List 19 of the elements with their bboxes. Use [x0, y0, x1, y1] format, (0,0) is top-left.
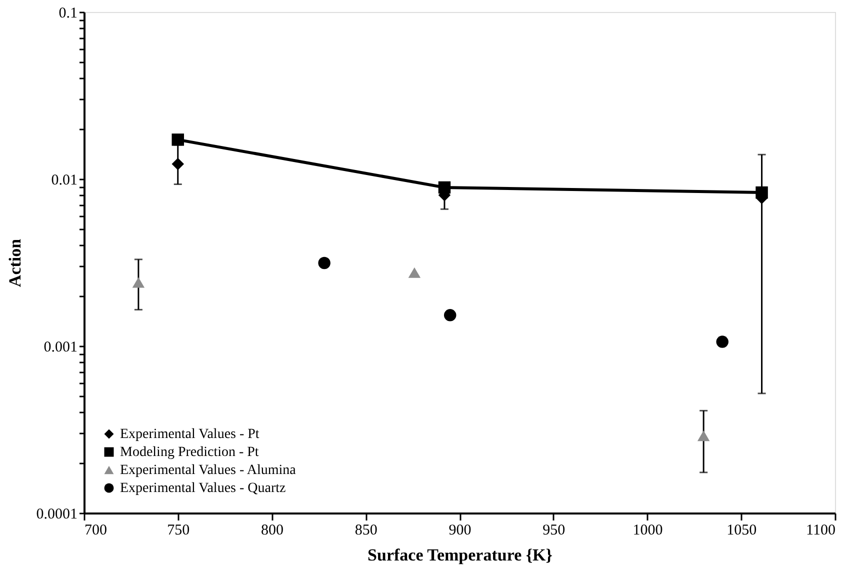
y-tick-label: 0.001: [44, 340, 78, 356]
y-tick-label: 0.01: [51, 172, 78, 188]
legend-label: Experimental Values - Pt: [120, 427, 260, 442]
x-tick-label: 1050: [726, 522, 757, 538]
x-tick-label: 950: [542, 522, 566, 538]
legend-label: Modeling Prediction - Pt: [120, 445, 259, 460]
y-tick-label: 0.1: [58, 6, 78, 22]
x-tick-label: 700: [84, 522, 107, 538]
y-tick-label: 0.0001: [36, 506, 78, 522]
legend-label: Experimental Values - Alumina: [120, 463, 297, 478]
x-tick-label: 850: [354, 522, 378, 538]
y-axis-title: Action: [5, 238, 24, 288]
x-tick-label: 900: [448, 522, 472, 538]
x-tick-label: 800: [261, 522, 284, 538]
x-tick-label: 750: [167, 522, 190, 538]
legend-label: Experimental Values - Quartz: [120, 481, 286, 496]
x-tick-label: 1000: [632, 522, 663, 538]
x-tick-label: 1100: [806, 522, 836, 538]
x-axis-title: Surface Temperature {K}: [368, 546, 553, 564]
